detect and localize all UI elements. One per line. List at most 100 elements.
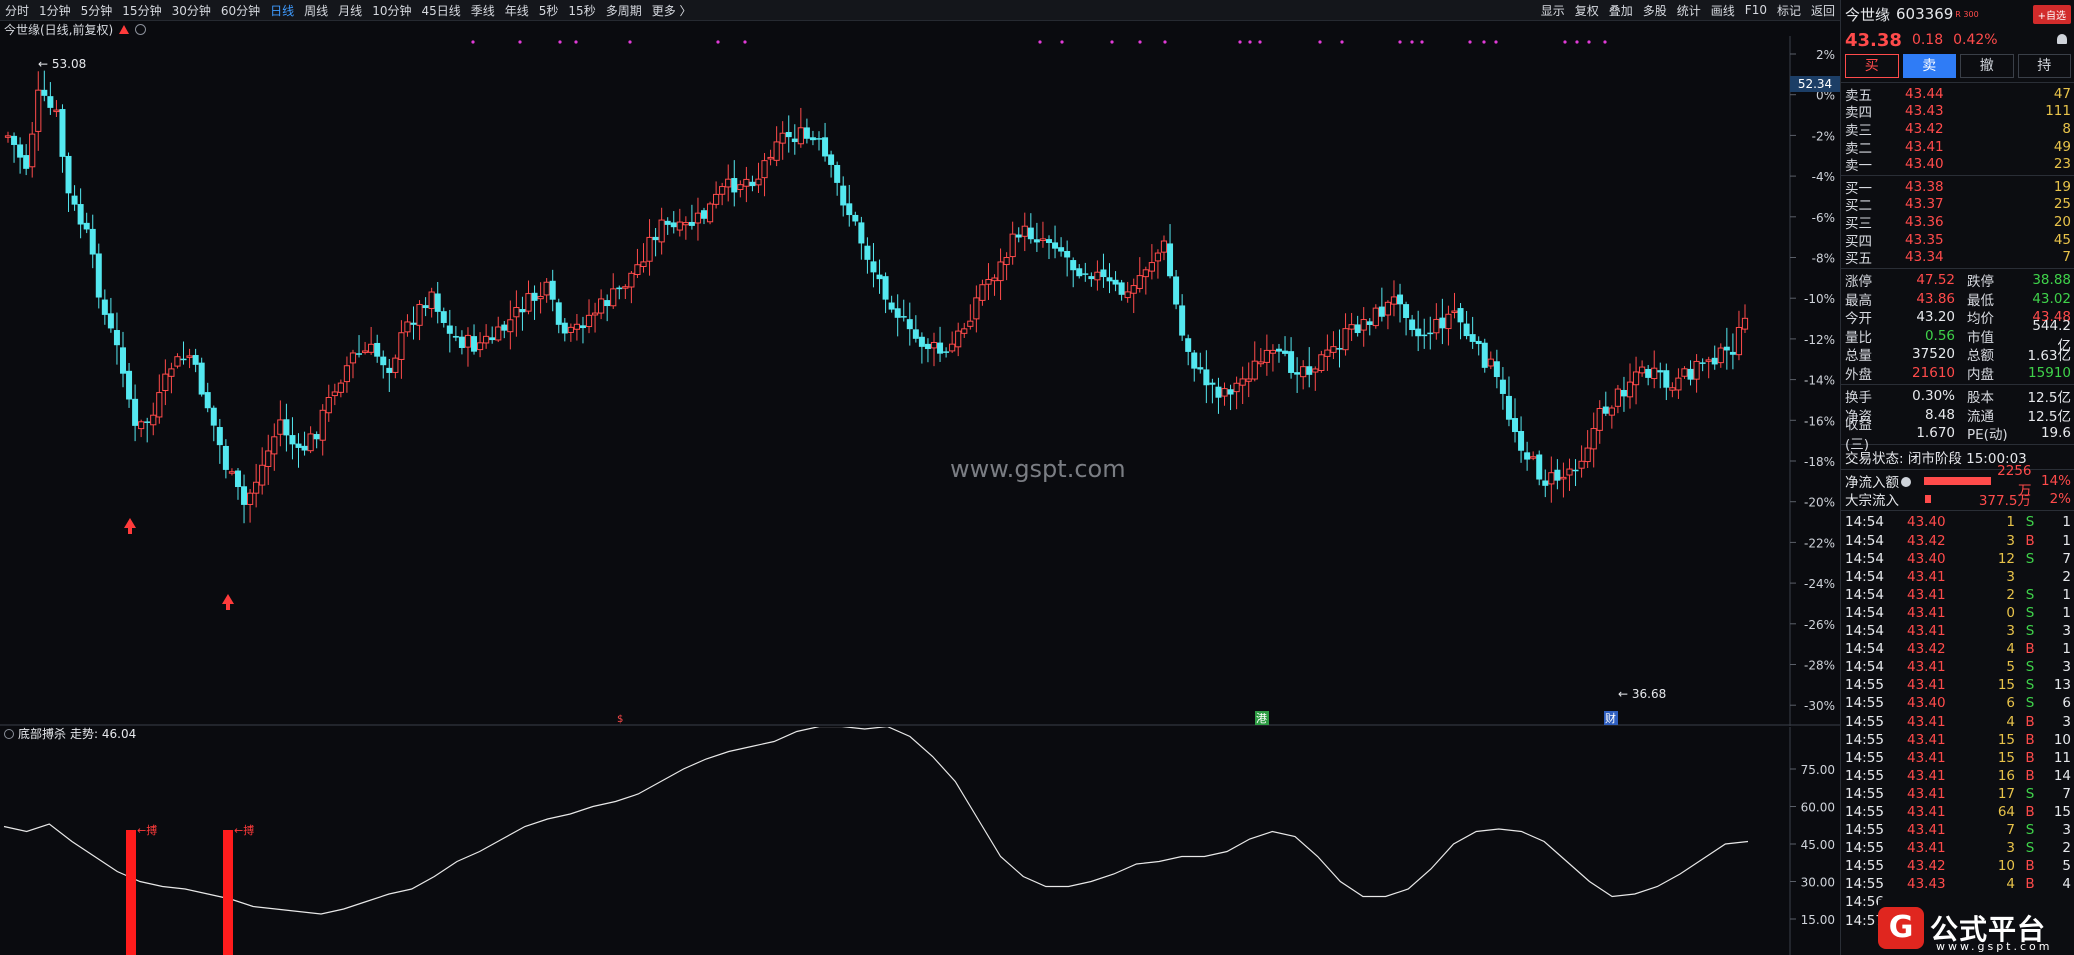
settings-circle-icon[interactable] (135, 24, 147, 35)
tick-list[interactable]: 14:54 43.40 1 S 1 14:54 43.42 3 B 1 14:54 43.40 12 S 7… (1841, 513, 2074, 929)
tool-button[interactable]: 返回 (1810, 3, 1835, 18)
tool-button[interactable]: 叠加 (1608, 3, 1633, 18)
buy-signal-arrow-icon (124, 518, 136, 528)
candle-body (29, 133, 36, 168)
tick-direction: B (2025, 749, 2035, 766)
event-mark[interactable]: 港 (1256, 712, 1267, 725)
candle-body (1088, 276, 1095, 280)
candle-body (325, 396, 332, 414)
positions-button[interactable]: 持 (2017, 54, 2071, 78)
tick-count: 2 (2062, 568, 2071, 585)
marker-dot (628, 40, 632, 44)
event-mark[interactable]: 财 (1605, 711, 1616, 725)
candle-body (1094, 271, 1101, 281)
period-tab[interactable]: 年线 (504, 3, 529, 18)
marker-dot (1587, 40, 1591, 44)
tick-row: 14:55 43.41 15 B 11 (1841, 749, 2074, 767)
period-tab[interactable]: 45日线 (421, 3, 461, 18)
period-tab[interactable]: 1分钟 (39, 3, 71, 18)
marker-dot (558, 40, 562, 44)
period-tab[interactable]: 60分钟 (220, 3, 261, 18)
indicator-settings-icon[interactable] (4, 729, 14, 739)
tick-volume: 4 (2006, 641, 2015, 658)
tool-button[interactable]: 画线 (1710, 3, 1735, 18)
bell-icon[interactable] (2057, 34, 2067, 44)
book-row[interactable]: 买一 43.38 19 (1841, 178, 2074, 197)
book-row[interactable]: 买五 43.34 7 (1841, 248, 2074, 267)
book-row[interactable]: 卖一 43.40 23 (1841, 155, 2074, 174)
stat-value: 43.20 (1916, 309, 1955, 326)
candle-body (634, 264, 641, 276)
tick-price: 43.41 (1907, 731, 1946, 748)
period-tab[interactable]: 15分钟 (122, 3, 162, 18)
event-mark[interactable]: $ (617, 714, 623, 725)
period-tab[interactable]: 5秒 (538, 3, 559, 18)
tool-button[interactable]: 显示 (1540, 3, 1565, 18)
candle-body (1499, 379, 1506, 394)
book-label: 买二 (1845, 198, 1872, 215)
candle-body (1160, 240, 1168, 253)
candle-body (943, 351, 950, 353)
candle-body (1130, 285, 1137, 294)
candle-body (398, 332, 405, 360)
indicator-chart[interactable]: 底部搏杀 走势: 46.04 75.00 60.00 45.00 30.00 15.00 ←搏… (0, 727, 1840, 955)
book-row[interactable]: 卖五 43.44 47 (1841, 85, 2074, 104)
candle-body (1729, 351, 1736, 355)
stat-row: 今开 43.20 均价 43.48 (1841, 308, 2074, 327)
candle-body (1602, 406, 1609, 414)
book-row[interactable]: 卖二 43.41 49 (1841, 138, 2074, 157)
period-tab[interactable]: 15秒 (568, 3, 596, 18)
period-tab[interactable]: 分时 (5, 3, 30, 18)
buy-button[interactable]: 买 (1845, 54, 1899, 78)
candle-body (1384, 301, 1392, 316)
tick-volume: 3 (2006, 568, 2015, 585)
candle-body (1058, 247, 1065, 252)
period-tab[interactable]: 季线 (470, 3, 495, 18)
candle-body (573, 323, 581, 330)
candle-body (204, 392, 211, 409)
candle-body (1185, 338, 1192, 352)
period-tab[interactable]: 周线 (304, 3, 329, 18)
add-watchlist-button[interactable]: +自选 (2032, 5, 2071, 24)
tick-price: 43.41 (1907, 749, 1946, 766)
tool-button[interactable]: F10 (1744, 3, 1767, 17)
tick-time: 14:54 (1845, 514, 1884, 531)
period-tab[interactable]: 10分钟 (372, 3, 412, 18)
book-row[interactable]: 买三 43.36 20 (1841, 213, 2074, 232)
tool-button[interactable]: 统计 (1676, 3, 1701, 18)
period-tab[interactable]: 日线 (270, 3, 295, 18)
tick-volume: 15 (1997, 731, 2015, 748)
candle-body (1294, 372, 1301, 375)
tool-button[interactable]: 多股 (1642, 3, 1667, 18)
cancel-order-button[interactable]: 撤 (1960, 54, 2014, 78)
book-row[interactable]: 买四 43.35 45 (1841, 231, 2074, 250)
flow-bar (1924, 477, 1992, 486)
tool-button[interactable]: 标记 (1776, 3, 1801, 18)
candle-body (719, 186, 726, 195)
book-row[interactable]: 卖三 43.42 8 (1841, 120, 2074, 139)
tick-direction: S (2025, 623, 2035, 640)
index-tag: R 300 (1955, 9, 1979, 19)
candle-body (579, 325, 586, 329)
info-icon[interactable] (1901, 477, 1911, 488)
candle-body (150, 414, 157, 426)
period-tab[interactable]: 5分钟 (80, 3, 113, 18)
candle-body (295, 443, 302, 448)
candle-body (1021, 225, 1028, 237)
tick-price: 43.41 (1907, 803, 1946, 820)
price-pct: 0.42% (1953, 32, 1998, 48)
book-row[interactable]: 买二 43.37 25 (1841, 196, 2074, 214)
sell-button[interactable]: 卖 (1902, 54, 1956, 78)
book-row[interactable]: 卖四 43.43 111 (1841, 103, 2074, 121)
period-tab[interactable]: 多周期 (605, 3, 642, 18)
candle-body (107, 313, 114, 329)
tick-direction: S (2025, 822, 2035, 839)
candlestick-chart[interactable]: 2% 0% -2% -4% -6% -8% -10% -12% -14% -16% -18% -20%… (0, 36, 1840, 726)
tick-volume: 6 (2006, 695, 2015, 712)
period-tabs: 分时 1分钟 5分钟 15分钟 30分钟 60分钟 日线 周线 月线 10分钟 45日线 季线 年线 5秒… (0, 2, 697, 19)
period-tab[interactable]: 30分钟 (171, 3, 211, 18)
period-tab[interactable]: 更多 〉 (651, 3, 692, 18)
tool-button[interactable]: 复权 (1574, 3, 1599, 18)
period-tab[interactable]: 月线 (338, 3, 363, 18)
axis-label: -14% (1804, 374, 1835, 388)
